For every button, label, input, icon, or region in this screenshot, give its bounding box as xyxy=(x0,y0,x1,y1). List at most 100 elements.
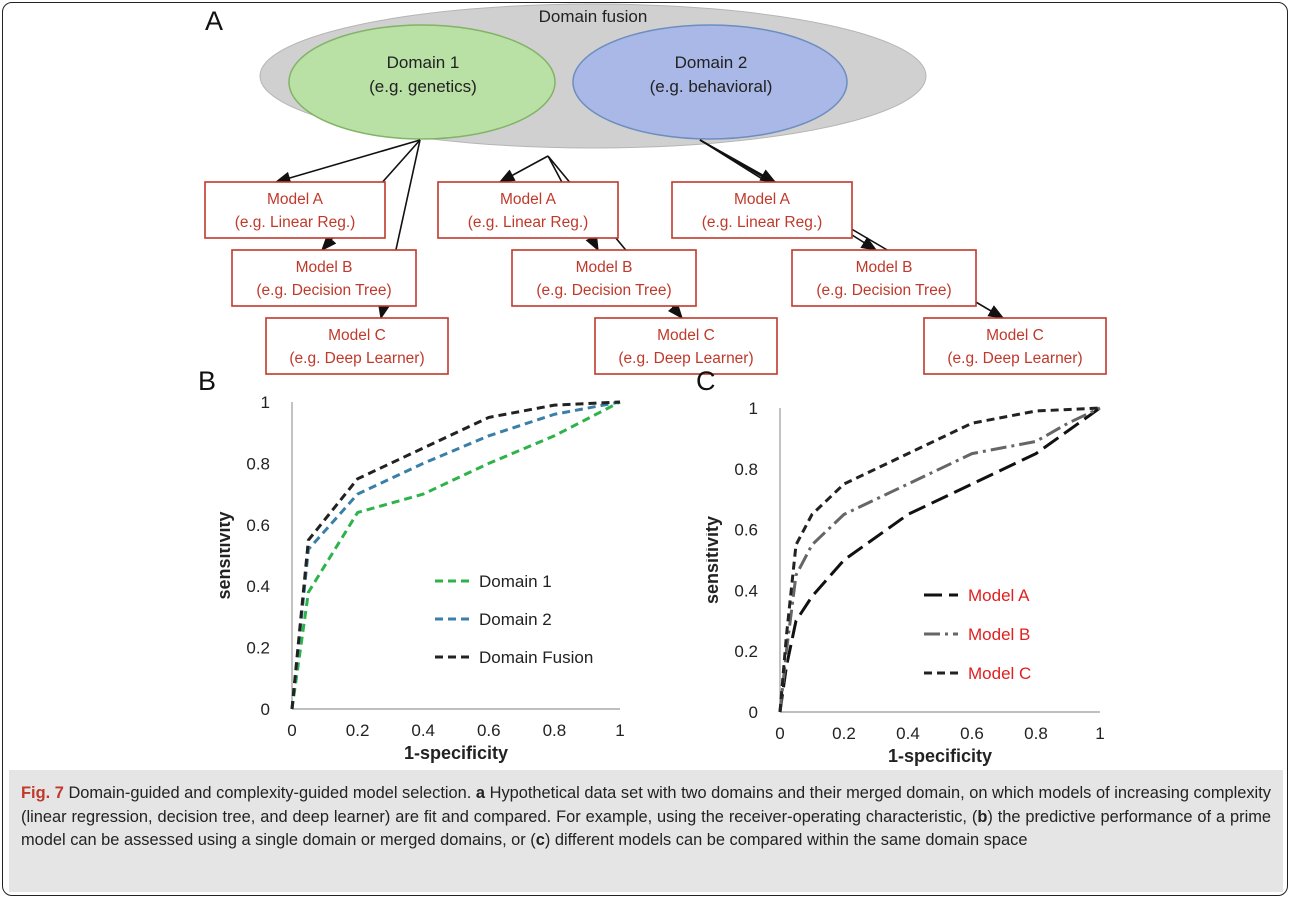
y-axis-label: sensitivity xyxy=(706,516,722,604)
model-example: (e.g. Decision Tree) xyxy=(536,282,671,299)
series-line-model-b xyxy=(778,406,1101,713)
model-b-box-group-1: Model B (e.g. Decision Tree) xyxy=(231,249,417,307)
model-box-frame xyxy=(594,317,778,375)
model-a-box-group-1: Model A (e.g. Linear Reg.) xyxy=(204,181,386,239)
model-c-box-group-1: Model C (e.g. Deep Learner) xyxy=(265,317,449,375)
arrow-fusion-to-model-a xyxy=(498,155,549,183)
domain2-title: Domain 2 xyxy=(675,53,748,72)
model-example: (e.g. Linear Reg.) xyxy=(468,214,589,231)
model-example: (e.g. Deep Learner) xyxy=(947,350,1082,367)
model-b-box-group-3: Model B (e.g. Decision Tree) xyxy=(791,249,977,307)
y-tick-label: 1 xyxy=(261,393,270,412)
x-tick-label: 0 xyxy=(287,721,296,740)
x-tick-label: 1 xyxy=(1095,724,1104,743)
domain-fusion-label: Domain fusion xyxy=(539,7,648,26)
x-tick-label: 0.4 xyxy=(896,724,920,743)
y-tick-label: 0.6 xyxy=(246,516,270,535)
x-tick-label: 0.4 xyxy=(411,721,435,740)
model-box-frame xyxy=(437,181,619,239)
y-tick-label: 0.4 xyxy=(734,581,758,600)
x-tick-label: 0.8 xyxy=(1024,724,1048,743)
model-example: (e.g. Deep Learner) xyxy=(618,350,753,367)
model-box-frame xyxy=(265,317,449,375)
panel-a-letter: A xyxy=(205,6,224,36)
domain2-example: (e.g. behavioral) xyxy=(650,77,773,96)
y-tick-label: 1 xyxy=(749,399,758,418)
panel-c-letter: C xyxy=(696,366,716,396)
model-name: Model B xyxy=(576,259,633,276)
model-box-frame xyxy=(231,249,417,307)
y-axis-label: sensitivity xyxy=(220,511,234,599)
x-axis-label: 1-specificity xyxy=(888,746,992,766)
model-name: Model A xyxy=(267,191,324,208)
x-tick-label: 0.6 xyxy=(477,721,501,740)
model-name: Model B xyxy=(856,259,913,276)
caption-title: Domain-guided and complexity-guided mode… xyxy=(68,784,472,802)
model-example: (e.g. Linear Reg.) xyxy=(235,214,356,231)
x-tick-label: 0.2 xyxy=(346,721,370,740)
domain2-ellipse xyxy=(572,24,848,140)
caption-a-letter: a xyxy=(475,784,486,802)
model-c-box-group-2: Model C (e.g. Deep Learner) xyxy=(594,317,778,375)
legend-label: Domain 2 xyxy=(479,610,552,629)
panel-b-letter: B xyxy=(198,366,217,396)
series-line-domain-fusion xyxy=(290,400,621,710)
x-tick-label: 1 xyxy=(615,721,624,740)
series-line-domain-1 xyxy=(290,400,621,710)
caption-fig-label: Fig. 7 xyxy=(21,784,64,802)
model-example: (e.g. Decision Tree) xyxy=(256,282,391,299)
model-example: (e.g. Linear Reg.) xyxy=(702,214,823,231)
legend-label: Domain 1 xyxy=(479,572,552,591)
model-name: Model A xyxy=(500,191,557,208)
legend-label: Domain Fusion xyxy=(479,648,593,667)
model-name: Model A xyxy=(734,191,791,208)
caption-c-text: ) different models can be compared withi… xyxy=(544,831,1028,849)
x-tick-label: 0.2 xyxy=(832,724,856,743)
legend-label: Model B xyxy=(968,625,1030,644)
series-line-model-a xyxy=(778,406,1101,713)
model-box-frame xyxy=(923,317,1107,375)
domain1-ellipse xyxy=(288,24,556,140)
model-example: (e.g. Deep Learner) xyxy=(289,350,424,367)
x-tick-label: 0.8 xyxy=(543,721,567,740)
model-name: Model C xyxy=(328,327,386,344)
model-box-frame xyxy=(671,181,853,239)
y-tick-label: 0.8 xyxy=(734,460,758,479)
panel-b-roc-chart: 0 0.2 0.4 0.6 0.8 1 0 0.2 0.4 0.6 0.8 1 1-specificit… xyxy=(220,393,625,763)
y-tick-label: 0.4 xyxy=(246,577,270,596)
panel-a-diagram: Domain fusion Domain 1 (e.g. genetics) D… xyxy=(204,3,1107,375)
model-b-box-group-2: Model B (e.g. Decision Tree) xyxy=(511,249,697,307)
arrow-d1-to-model-a xyxy=(274,139,421,185)
model-name: Model B xyxy=(296,259,353,276)
model-a-box-group-3: Model A (e.g. Linear Reg.) xyxy=(671,181,853,239)
series-line-model-c xyxy=(778,406,1101,713)
y-tick-label: 0 xyxy=(261,700,270,719)
legend-label: Model C xyxy=(968,664,1031,683)
model-a-box-group-2: Model A (e.g. Linear Reg.) xyxy=(437,181,619,239)
caption-b-text: ) the predictive performance of a prime … xyxy=(21,807,1271,850)
y-tick-label: 0.8 xyxy=(246,454,270,473)
x-tick-label: 0 xyxy=(775,724,784,743)
domain1-example: (e.g. genetics) xyxy=(369,77,477,96)
model-boxes: Model A (e.g. Linear Reg.) Model B (e.g. De… xyxy=(204,181,1107,375)
caption-b-letter: b xyxy=(977,807,988,826)
x-tick-label: 0.6 xyxy=(960,724,984,743)
model-box-frame xyxy=(204,181,386,239)
y-tick-label: 0.2 xyxy=(734,642,758,661)
panel-c-roc-chart: 0 0.2 0.4 0.6 0.8 1 0 0.2 0.4 0.6 0.8 1 1-specificit… xyxy=(706,399,1105,766)
y-tick-label: 0 xyxy=(749,703,758,722)
caption-a-text: Hypothetical data set with two domains a… xyxy=(21,784,1271,826)
y-tick-label: 0.2 xyxy=(246,639,270,658)
x-axis-label: 1-specificity xyxy=(404,743,508,763)
model-name: Model C xyxy=(986,327,1044,344)
model-example: (e.g. Decision Tree) xyxy=(816,282,951,299)
caption-c-letter: c xyxy=(535,831,545,849)
figure-caption: Fig. 7 Domain-guided and complexity-guid… xyxy=(9,770,1283,892)
legend-label: Model A xyxy=(968,586,1030,605)
model-box-frame xyxy=(791,249,977,307)
model-box-frame xyxy=(511,249,697,307)
model-name: Model C xyxy=(657,327,715,344)
domain1-title: Domain 1 xyxy=(387,53,460,72)
model-c-box-group-3: Model C (e.g. Deep Learner) xyxy=(923,317,1107,375)
